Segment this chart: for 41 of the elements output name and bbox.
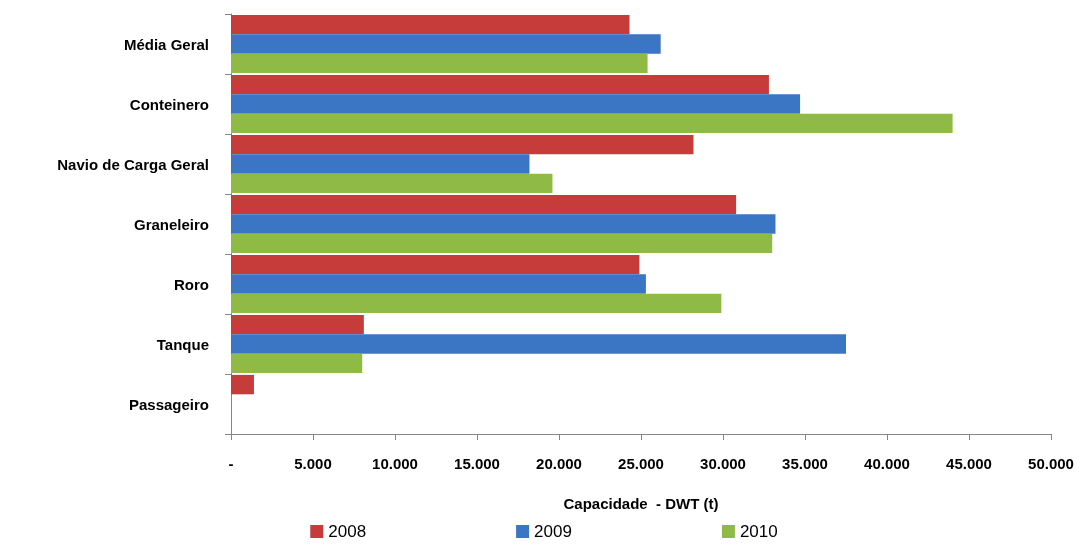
legend-label: 2010 bbox=[739, 522, 778, 541]
bar bbox=[231, 94, 801, 114]
x-tick-label: 25.000 bbox=[618, 455, 664, 472]
y-tick-label: Passageiro bbox=[128, 395, 209, 413]
x-tick-label: 45.000 bbox=[946, 455, 992, 472]
bar bbox=[231, 74, 769, 95]
bar bbox=[231, 214, 776, 234]
bar bbox=[231, 353, 363, 374]
bar bbox=[231, 34, 661, 54]
bar bbox=[231, 173, 553, 194]
bar bbox=[231, 274, 646, 294]
x-axis-title: Capacidade - DWT (t) bbox=[563, 495, 719, 512]
x-tick-label: 5.000 bbox=[294, 455, 332, 472]
legend-label: 2009 bbox=[534, 522, 572, 541]
bar bbox=[231, 53, 648, 74]
y-tick-label: Navio de Carga Geral bbox=[57, 155, 209, 173]
bar bbox=[231, 334, 846, 354]
bar bbox=[231, 14, 630, 35]
x-tick-label: 30.000 bbox=[700, 455, 746, 472]
bar bbox=[231, 293, 722, 314]
y-tick-label: Tanque bbox=[156, 335, 209, 353]
bar bbox=[231, 314, 364, 335]
bar bbox=[231, 134, 694, 155]
y-tick-label: Roro bbox=[174, 275, 209, 293]
x-tick-label: 50.000 bbox=[1028, 455, 1074, 472]
x-tick-label: 10.000 bbox=[372, 455, 418, 472]
x-tick-label: - bbox=[228, 455, 234, 472]
bar bbox=[231, 374, 254, 395]
y-tick-label: Conteinero bbox=[129, 95, 209, 113]
bar bbox=[231, 233, 773, 254]
bar bbox=[231, 154, 530, 174]
x-tick-label: 15.000 bbox=[454, 455, 500, 472]
x-tick-label: 40.000 bbox=[864, 455, 910, 472]
bar bbox=[231, 254, 640, 275]
bar bbox=[231, 113, 953, 134]
y-tick-label: Graneleiro bbox=[133, 215, 209, 233]
x-tick-label: 20.000 bbox=[536, 455, 582, 472]
bar bbox=[231, 194, 737, 215]
legend-label: 2008 bbox=[328, 522, 367, 541]
y-tick-label: Média Geral bbox=[123, 35, 209, 53]
x-tick-label: 35.000 bbox=[782, 455, 828, 472]
